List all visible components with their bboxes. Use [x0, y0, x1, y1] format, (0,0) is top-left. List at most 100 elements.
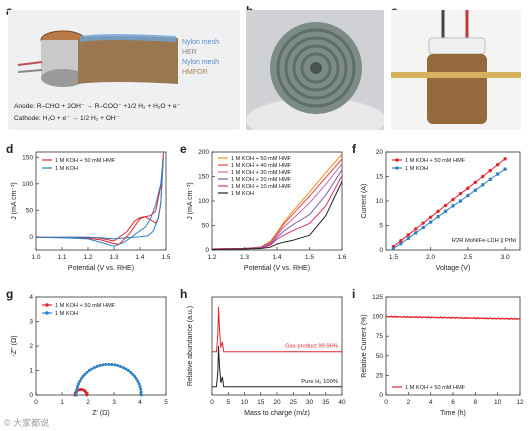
data-point	[83, 372, 87, 376]
y-tick-label: 100	[198, 198, 209, 205]
data-point	[136, 379, 140, 383]
anode-equation: Anode: R–CHO + 2OH⁻ → R–COO⁻ +1/2 H₂ + H…	[14, 103, 181, 110]
x-tick-label: 3.0	[501, 254, 510, 261]
data-point	[87, 369, 91, 373]
x-tick-label: 30	[306, 399, 314, 406]
y-axis-label: J (mA cm⁻²)	[187, 182, 194, 220]
x-tick-label: 40	[338, 399, 346, 406]
x-tick-label: 6	[451, 399, 455, 406]
legend-label: 1 M KOH + 50 mM HMF	[55, 158, 116, 164]
x-tick-label: 15	[257, 399, 265, 406]
data-point	[488, 168, 492, 173]
data-point	[399, 242, 403, 246]
data-point	[92, 366, 96, 370]
chart-f: 1.5 2.0 2.5 3.0 0 5 10 15 20 Voltage (V) Current (…	[361, 149, 521, 272]
roll-ring-4	[300, 52, 332, 84]
x-tick-label: 8	[474, 399, 478, 406]
data-point	[436, 209, 440, 213]
rolled-electrode-photo	[246, 22, 384, 130]
chart-i: 0 2 4 6 8 10 12 0 25 50 75 100 125 Time (h) Relative C…	[361, 294, 524, 417]
y-tick-label: 0	[379, 247, 383, 254]
data-point	[113, 363, 117, 367]
electrolyzer-illustration: Nylon mesh HER Nylon mesh HMFOR Anode: R…	[14, 30, 219, 122]
legend-label: 1 M KOH + 50 mM HMF	[405, 385, 466, 391]
data-point	[75, 387, 79, 391]
data-point	[138, 385, 142, 389]
data-point	[98, 364, 102, 368]
data-point	[137, 382, 141, 386]
roll-core-bottom	[41, 69, 85, 87]
iv-curve	[393, 168, 506, 249]
y-tick-label: 0	[379, 392, 383, 399]
cathode-equation: Cathode: H₂O + e⁻ → 1/2 H₂ + OH⁻	[14, 115, 120, 122]
y-tick-label: 50	[376, 353, 384, 360]
panel-letter-f: f	[352, 142, 356, 156]
x-tick-label: 0	[34, 399, 38, 406]
data-point	[391, 246, 396, 251]
x-tick-label: 4	[138, 399, 142, 406]
data-point	[451, 204, 455, 208]
data-point	[399, 238, 403, 243]
x-tick-label: 0	[384, 399, 388, 406]
legend-label: 1 M KOH + 30 mM HMF	[231, 170, 292, 176]
x-axis-label: Time (h)	[440, 410, 466, 417]
x-tick-label: 2.0	[426, 254, 435, 261]
x-tick-label: 35	[322, 399, 330, 406]
y-tick-label: 0	[29, 392, 33, 399]
x-tick-label: 1.0	[31, 254, 40, 261]
panel-b-photo	[246, 10, 384, 130]
x-tick-label: 1.5	[305, 254, 314, 261]
data-point	[421, 225, 425, 230]
data-point	[74, 393, 78, 397]
y-tick-label: 150	[198, 174, 209, 181]
x-tick-label: 1.1	[57, 254, 66, 261]
y-tick-label: 125	[372, 294, 383, 301]
panel-letter-g: g	[6, 287, 14, 301]
data-point	[451, 197, 455, 202]
x-axis-label: Potential (V vs. RHE)	[244, 265, 310, 272]
data-point	[119, 364, 123, 368]
data-point	[116, 364, 120, 368]
data-point	[488, 177, 492, 182]
data-point	[466, 194, 470, 198]
y-tick-label: 200	[198, 149, 209, 156]
x-tick-label: 1.3	[240, 254, 249, 261]
iv-curve	[393, 158, 506, 247]
y-axis-label: Relative abundance (a.u.)	[187, 306, 194, 386]
x-tick-label: 25	[290, 399, 298, 406]
data-point	[74, 390, 78, 394]
ms-trace	[212, 306, 342, 353]
chart-e: 1.2 1.3 1.4 1.5 1.6 0 50 100 150 200 Potential (V …	[187, 149, 347, 272]
panel-letter-e: e	[180, 142, 187, 156]
x-tick-label: 3	[112, 399, 116, 406]
data-point	[129, 370, 133, 374]
x-axis-label: Mass to charge (m/z)	[244, 410, 310, 417]
data-point	[495, 163, 500, 167]
data-point	[406, 233, 411, 237]
y-tick-label: 1	[29, 368, 33, 375]
data-point	[79, 377, 83, 381]
y-tick-label: 2	[29, 343, 33, 350]
data-point	[503, 167, 507, 171]
panel-letter-d: d	[6, 142, 14, 156]
data-point	[414, 227, 418, 231]
y-axis-label: -Z'' (Ω)	[11, 335, 18, 356]
device-annotation: R2R MoNiFe-LDH || PtNi	[452, 238, 516, 244]
data-point	[139, 387, 143, 391]
jar-band	[391, 72, 521, 78]
y-tick-label: 20	[376, 149, 384, 156]
plot-frame	[35, 151, 167, 251]
y-tick-label: 3	[29, 319, 33, 326]
data-point	[473, 180, 478, 185]
data-point	[81, 375, 85, 379]
x-tick-label: 1.6	[337, 254, 346, 261]
x-tick-label: 20	[273, 399, 281, 406]
jar-lid	[428, 37, 486, 55]
data-point	[139, 390, 143, 394]
electrolyzer-jar-photo	[391, 10, 521, 124]
data-point	[121, 366, 125, 370]
x-tick-label: 1	[60, 399, 64, 406]
data-point	[443, 209, 448, 213]
data-point	[134, 377, 138, 381]
y-tick-label: 100	[22, 181, 33, 188]
